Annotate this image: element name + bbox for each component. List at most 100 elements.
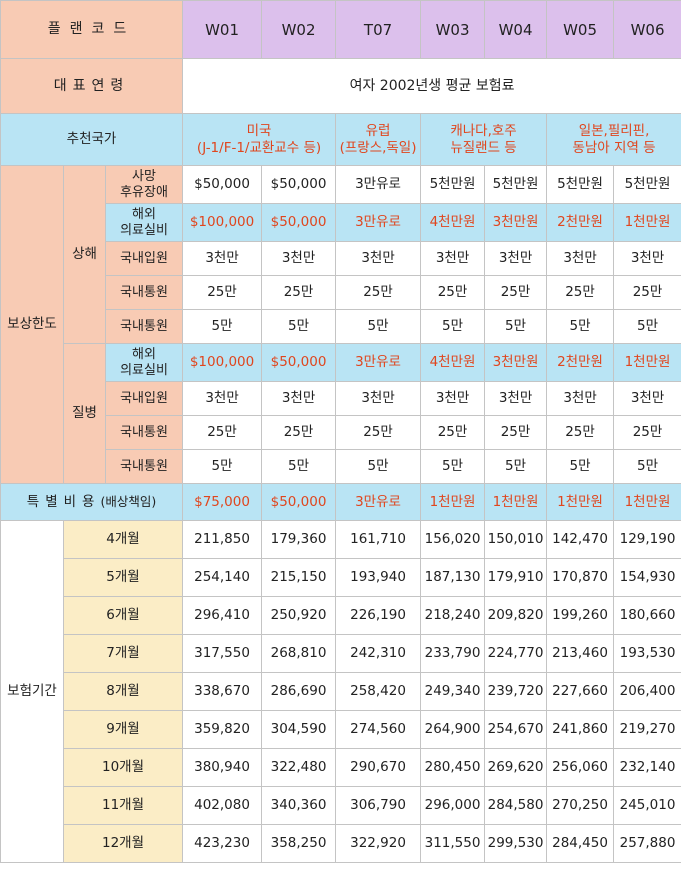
plan-code: T07 [335, 0, 422, 59]
premium-value: 161,710 [335, 520, 422, 559]
coverage-item-label: 국내통원 [104, 415, 184, 450]
coverage-value: 5만 [261, 449, 337, 484]
representative-age-value: 여자 2002년생 평균 보험료 [182, 58, 681, 114]
special-expense-value: $50,000 [261, 483, 337, 521]
coverage-value: 3천만 [420, 241, 486, 276]
coverage-item-line1: 국내통원 [120, 458, 168, 474]
premium-value: 257,880 [613, 824, 681, 863]
coverage-value: 3천만 [335, 381, 422, 416]
coverage-row: 국내통원 5만 5만 5만 5만 5만 5만 5만 [1, 449, 681, 484]
premium-value: 241,860 [546, 710, 615, 749]
coverage-value: 3천만 [546, 241, 615, 276]
coverage-value: 3천만 [484, 241, 548, 276]
period-row: 8개월 338,670 286,690 258,420 249,340 239,720 22… [1, 672, 681, 711]
special-expense-label: 특별비용(배상책임) [0, 483, 184, 521]
coverage-value: 1천만원 [613, 343, 681, 382]
coverage-value: 5만 [335, 449, 422, 484]
coverage-value: 25만 [613, 275, 681, 310]
recommended-group: 캐나다,호주 뉴질랜드 등 [420, 113, 548, 166]
coverage-value: 3만유로 [335, 343, 422, 382]
coverage-item-line1: 국내입원 [120, 390, 168, 406]
coverage-value: 3천만 [261, 381, 337, 416]
coverage-value: 3천만 [261, 241, 337, 276]
coverage-value: $50,000 [182, 165, 263, 204]
coverage-value: 5천만원 [546, 165, 615, 204]
coverage-value: 2천만원 [546, 203, 615, 242]
premium-value: 227,660 [546, 672, 615, 711]
premium-value: 317,550 [182, 634, 263, 673]
premium-value: 219,270 [613, 710, 681, 749]
premium-value: 304,590 [261, 710, 337, 749]
coverage-item-line1: 사망 [132, 168, 156, 184]
premium-value: 380,940 [182, 748, 263, 787]
premium-value: 179,360 [261, 520, 337, 559]
coverage-row: 질병 해외 의료실비 $100,000 $50,000 3만유로 4천만원 3천만원 2천만원 1… [1, 343, 681, 484]
coverage-value: 25만 [420, 275, 486, 310]
coverage-item-line2: 후유장애 [120, 184, 168, 200]
premium-value: 284,580 [484, 786, 548, 825]
recommended-group-line1: 미국 [246, 123, 272, 140]
special-expense-value: 1천만원 [546, 483, 615, 521]
premium-value: 264,900 [420, 710, 486, 749]
premium-value: 199,260 [546, 596, 615, 635]
coverage-value: 25만 [182, 415, 263, 450]
premium-value: 311,550 [420, 824, 486, 863]
premium-value: 249,340 [420, 672, 486, 711]
period-row: 7개월 317,550 268,810 242,310 233,790 224,770 21… [1, 634, 681, 673]
coverage-value: $50,000 [261, 343, 337, 382]
premium-value: 206,400 [613, 672, 681, 711]
premium-value: 254,140 [182, 558, 263, 597]
premium-value: 256,060 [546, 748, 615, 787]
coverage-item-label: 국내통원 [104, 309, 184, 344]
premium-value: 156,020 [420, 520, 486, 559]
premium-value: 423,230 [182, 824, 263, 863]
recommended-group: 유럽 (프랑스,독일) [335, 113, 422, 166]
plan-code-label: 플랜코드 [0, 0, 184, 59]
premium-value: 402,080 [182, 786, 263, 825]
special-expense-row: 특별비용(배상책임) $75,000 $50,000 3만유로 1천만원 1천만원 1천만원… [0, 483, 681, 521]
coverage-row: 해외 의료실비 $100,000 $50,000 3만유로 4천만원 3천만원 2천만원 1천만… [1, 203, 681, 242]
coverage-value: 1천만원 [613, 203, 681, 242]
premium-value: 232,140 [613, 748, 681, 787]
premium-value: 218,240 [420, 596, 486, 635]
special-expense-value: 1천만원 [613, 483, 681, 521]
plan-code: W05 [546, 0, 615, 59]
recommended-group-line2: 동남아 지역 등 [572, 139, 656, 156]
plan-code: W04 [484, 0, 548, 59]
plan-code: W02 [261, 0, 337, 59]
coverage-value: 3천만원 [484, 343, 548, 382]
period-month: 12개월 [62, 824, 184, 863]
recommended-group-line1: 유럽 [365, 123, 391, 140]
coverage-value: 5천만원 [613, 165, 681, 204]
period-row: 9개월 359,820 304,590 274,560 264,900 254,670 24… [1, 710, 681, 749]
coverage-value: 5만 [613, 309, 681, 344]
period-month: 5개월 [62, 558, 184, 597]
coverage-value: 5만 [613, 449, 681, 484]
coverage-item-label: 국내입원 [104, 381, 184, 416]
coverage-item-line2: 의료실비 [120, 222, 168, 238]
coverage-value: 5만 [420, 449, 486, 484]
coverage-row: 국내통원 25만 25만 25만 25만 25만 25만 25만 [1, 415, 681, 450]
coverage-value: $100,000 [182, 203, 263, 242]
period-month: 4개월 [62, 520, 184, 559]
coverage-value: 3천만 [182, 381, 263, 416]
coverage-group-label: 질병 [63, 343, 106, 484]
premium-value: 269,620 [484, 748, 548, 787]
coverage-value: 3천만 [420, 381, 486, 416]
recommended-group-line2: (프랑스,독일) [339, 139, 417, 156]
special-expense-subtitle: (배상책임) [100, 493, 157, 509]
representative-age-row: 대표연령 여자 2002년생 평균 보험료 [0, 58, 681, 114]
special-expense-value: 1천만원 [484, 483, 548, 521]
recommended-group-line2: 뉴질랜드 등 [450, 139, 517, 156]
coverage-value: 3천만 [335, 241, 422, 276]
premium-value: 180,660 [613, 596, 681, 635]
coverage-value: 25만 [484, 415, 548, 450]
plan-code: W06 [613, 0, 681, 59]
premium-value: 224,770 [484, 634, 548, 673]
coverage-value: 25만 [484, 275, 548, 310]
coverage-item-line2: 의료실비 [120, 362, 168, 378]
coverage-item-line1: 국내입원 [120, 250, 168, 266]
premium-value: 187,130 [420, 558, 486, 597]
coverage-value: 25만 [420, 415, 486, 450]
